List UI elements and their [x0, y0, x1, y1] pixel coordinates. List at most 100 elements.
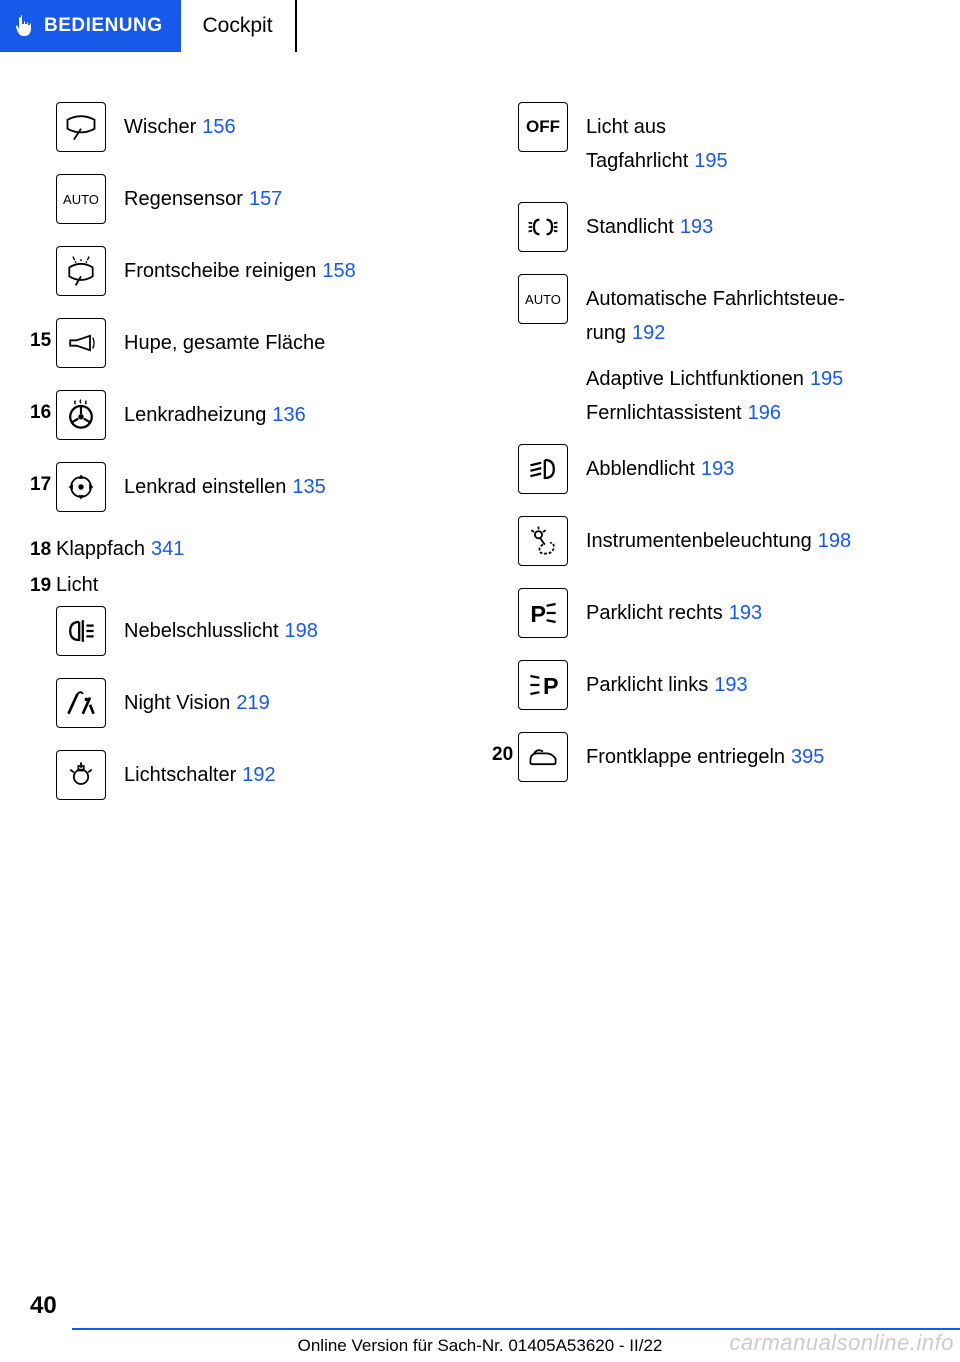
rear-fog-icon: [56, 606, 106, 656]
page-reference[interactable]: 198: [285, 620, 318, 642]
index-entry: AUTO Automatische Fahrlichtsteue-rung 192: [492, 274, 930, 352]
index-entry: OFFLicht ausTagfahrlicht195: [492, 102, 930, 180]
entry-number: 20: [492, 732, 518, 766]
watermark: carmanualsonline.info: [729, 1330, 954, 1356]
standlight-icon: [518, 202, 568, 252]
entry-label: Licht aus: [586, 116, 666, 138]
entry-text: Nebelschlusslicht 198: [124, 606, 318, 650]
park-right-icon: P: [518, 588, 568, 638]
index-entry: Frontscheibe reinigen 158: [30, 246, 468, 296]
page-reference[interactable]: 196: [748, 402, 781, 424]
page-reference[interactable]: 193: [701, 458, 734, 480]
entry-label: Hupe, gesamte Fläche: [124, 332, 325, 354]
index-entry: Standlicht 193: [492, 202, 930, 252]
index-entry: 20 Frontklappe entriegeln 395: [492, 732, 930, 782]
index-entry: 15Hupe, gesamte Fläche: [30, 318, 468, 368]
left-column: Wischer 156 AUTO Regensensor 157 Frontscheibe…: [30, 102, 468, 822]
entry-text: Lenkrad einstellen 135: [124, 462, 326, 506]
page-reference[interactable]: 136: [272, 404, 305, 426]
windshield-clean-icon: [56, 246, 106, 296]
entry-label: Abblendlicht: [586, 458, 695, 480]
page-reference[interactable]: 219: [236, 692, 269, 714]
page-reference[interactable]: 156: [202, 116, 235, 138]
entry-label: Lenkrad einstellen: [124, 476, 286, 498]
index-entry: Lichtschalter 192: [30, 750, 468, 800]
entry-label: Automatische Fahrlichtsteue-: [586, 288, 845, 310]
entry-label: Lenkradheizung: [124, 404, 266, 426]
entry-text: Night Vision 219: [124, 678, 270, 722]
index-entry: P Parklicht links 193: [492, 660, 930, 710]
page-reference[interactable]: 195: [810, 368, 843, 390]
entry-text: Lenkradheizung 136: [124, 390, 306, 434]
horn-icon: [56, 318, 106, 368]
entry-number: 19: [30, 575, 56, 597]
entry-text: Abblendlicht 193: [586, 444, 734, 488]
page-reference[interactable]: 395: [791, 746, 824, 768]
entry-label: Frontklappe entriegeln: [586, 746, 785, 768]
page-reference[interactable]: 193: [680, 216, 713, 238]
svg-text:P: P: [543, 673, 559, 699]
entry-number: 16: [30, 390, 56, 424]
auto-text-icon: AUTO: [518, 274, 568, 324]
entry-number: 17: [30, 462, 56, 496]
entry-number: 18: [30, 539, 56, 561]
entry-label: Nebelschlusslicht: [124, 620, 279, 642]
light-switch-icon: [56, 750, 106, 800]
index-entry: 19Licht: [30, 570, 468, 600]
entry-text: Parklicht links 193: [586, 660, 748, 704]
entry-text: Licht: [56, 570, 98, 600]
page-reference[interactable]: 193: [714, 674, 747, 696]
category-label: BEDIENUNG: [44, 15, 163, 37]
entry-label: Night Vision: [124, 692, 230, 714]
auto-text-icon: AUTO: [56, 174, 106, 224]
entry-label: Standlicht: [586, 216, 674, 238]
page-reference[interactable]: 157: [249, 188, 282, 210]
entry-label: Adaptive Lichtfunktionen: [586, 368, 804, 390]
index-entry: 17 Lenkrad einstellen 135: [30, 462, 468, 512]
entry-text: Regensensor 157: [124, 174, 282, 218]
entry-label: Parklicht rechts: [586, 602, 723, 624]
entry-label: Regensensor: [124, 188, 243, 210]
index-entry: Instrumentenbeleuchtung198: [492, 516, 930, 566]
night-vision-icon: [56, 678, 106, 728]
index-entry: Night Vision 219: [30, 678, 468, 728]
entry-text: Hupe, gesamte Fläche: [124, 318, 325, 362]
index-entry: Abblendlicht 193: [492, 444, 930, 494]
index-entry: 18Klappfach 341: [30, 534, 468, 564]
entry-text: Licht aus Tagfahrlicht 195: [586, 102, 728, 180]
entry-label: Frontscheibe reinigen: [124, 260, 316, 282]
index-entry: 16 Lenkradheizung 136: [30, 390, 468, 440]
page-reference[interactable]: 192: [242, 764, 275, 786]
pointer-icon: [14, 14, 34, 38]
page-reference[interactable]: 193: [729, 602, 762, 624]
page-reference[interactable]: 135: [292, 476, 325, 498]
entry-label: Parklicht links: [586, 674, 708, 696]
page-reference[interactable]: 192: [632, 322, 665, 344]
page-reference[interactable]: 158: [322, 260, 355, 282]
entry-extra: Adaptive Lichtfunktionen195Fernlichtassi…: [586, 362, 930, 430]
page-number: 40: [30, 1292, 57, 1320]
page-header: BEDIENUNG Cockpit: [0, 0, 960, 52]
category-tab: BEDIENUNG: [0, 0, 181, 52]
hood-release-icon: [518, 732, 568, 782]
entry-label: Lichtschalter: [124, 764, 236, 786]
entry-text: Klappfach 341: [56, 534, 184, 564]
page-reference[interactable]: 198: [818, 530, 851, 552]
page-reference[interactable]: 341: [151, 538, 184, 560]
section-title: Cockpit: [181, 0, 297, 52]
instrument-light-icon: [518, 516, 568, 566]
entry-label: Licht: [56, 574, 98, 596]
right-column: OFFLicht ausTagfahrlicht195Standlicht193…: [492, 102, 930, 822]
index-entry: P Parklicht rechts 193: [492, 588, 930, 638]
page-reference[interactable]: 195: [694, 150, 727, 172]
park-left-icon: P: [518, 660, 568, 710]
entry-label: rung: [586, 322, 626, 344]
index-entry: AUTO Regensensor 157: [30, 174, 468, 224]
entry-label: Klappfach: [56, 538, 145, 560]
index-entry: Wischer 156: [30, 102, 468, 152]
entry-text: Standlicht 193: [586, 202, 713, 246]
entry-text: Parklicht rechts 193: [586, 588, 762, 632]
entry-text: Instrumentenbeleuchtung198: [586, 516, 851, 560]
entry-label: Tagfahrlicht: [586, 150, 688, 172]
entry-label: Wischer: [124, 116, 196, 138]
